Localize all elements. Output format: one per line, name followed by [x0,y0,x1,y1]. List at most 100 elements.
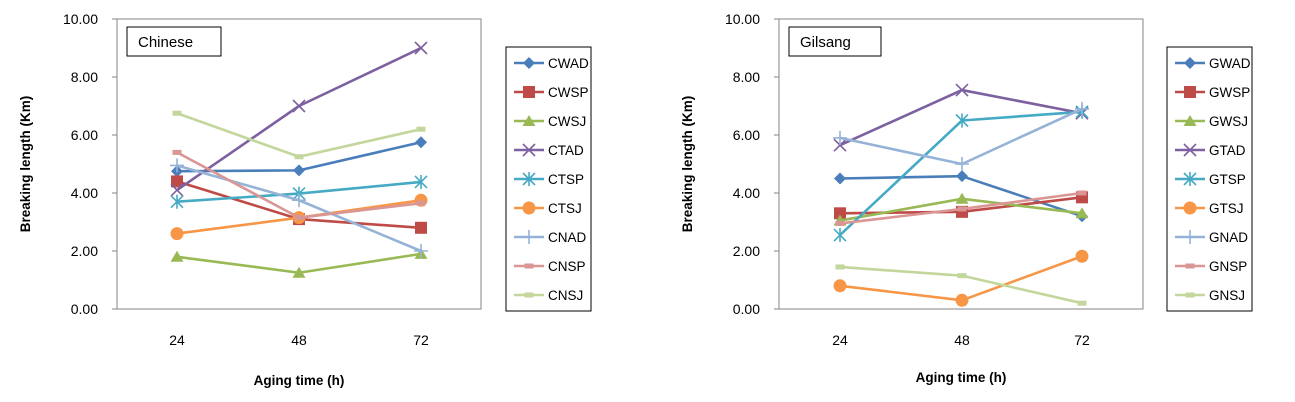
data-point [414,174,428,189]
legend-item-gtad: GTAD [1175,143,1246,158]
legend-item-cwad: CWAD [514,56,589,71]
series-cnsj [172,110,426,160]
data-point [1075,101,1089,116]
legend-label: CNSJ [548,288,583,303]
legend-label: CNAD [548,230,587,245]
legend-label: GWAD [1209,56,1251,71]
series-gnsp [835,190,1087,226]
series-line [839,107,1083,166]
data-point [955,83,969,97]
legend-marker [1183,115,1197,126]
legend-marker [522,230,536,244]
legend-marker [524,292,534,298]
x-tick-label: 24 [169,332,185,348]
legend-marker [1183,201,1197,215]
series-gtsj [833,249,1089,307]
chart-title: Chinese [138,34,193,51]
legend-item-gwsp: GWSP [1175,85,1250,100]
legend-item-gtsj: GTSJ [1175,201,1244,216]
legend-marker [1183,230,1197,244]
legend-item-gnsj: GNSJ [1175,288,1245,303]
legend-item-cnsp: CNSP [514,259,586,274]
data-point [955,157,969,171]
legend-label: GTSJ [1209,201,1244,216]
data-point [292,193,306,208]
data-point [170,194,184,209]
data-point [956,170,968,183]
data-point [1075,207,1089,219]
data-point [172,149,182,155]
series-cnad [170,158,428,258]
chart-title-box [126,26,222,57]
legend-item-ctad: CTAD [514,143,584,158]
legend-item-cnad: CNAD [514,230,587,245]
legend-label: GNSJ [1209,288,1245,303]
legend-item-gtsp: GTSP [1175,172,1246,187]
chart-title-box [788,26,882,57]
data-point [1077,300,1087,306]
legend-label: GWSJ [1209,114,1248,129]
legend-marker [524,263,534,269]
y-tick-label: 2.00 [733,243,760,259]
series-line [839,88,1083,147]
y-axis-title: Breaking length (Km) [680,96,695,233]
data-point [416,126,426,132]
data-point [293,164,305,177]
x-tick-label: 72 [1074,332,1090,348]
legend-label: CTSJ [548,201,582,216]
legend-item-cnsj: CNSJ [514,288,583,303]
x-tick-label: 72 [413,332,429,348]
y-tick-label: 4.00 [71,185,98,201]
legend-label: GTSP [1209,172,1246,187]
legend-label: GTAD [1209,143,1246,158]
series-gnsj [835,264,1087,306]
data-point [292,266,306,278]
data-point [833,279,847,293]
x-axis-title: Aging time (h) [254,373,345,388]
x-tick-label: 48 [954,332,970,348]
data-point [957,273,967,279]
plot-area [778,18,1144,310]
legend-item-ctsj: CTSJ [514,201,582,216]
data-point [957,206,967,212]
legend-marker [523,86,535,98]
data-point [834,172,846,185]
series-ctad [170,41,428,197]
data-point [170,183,184,197]
legend-label: CTSP [548,172,584,187]
series-cwsj [170,247,428,278]
data-point [414,244,428,258]
data-point [415,136,427,149]
plot-area [116,18,482,310]
legend-marker [1184,57,1196,69]
data-point [835,264,845,270]
y-tick-label: 6.00 [733,127,760,143]
y-tick-label: 8.00 [733,69,760,85]
legend-marker [523,57,535,69]
legend-item-cwsp: CWSP [514,85,589,100]
y-tick-label: 10.00 [725,11,760,27]
chart-chinese: 0.00 2.00 4.00 6.00 8.00 10.00 24 48 72 Aging tim… [18,11,592,388]
data-point [170,158,184,173]
data-point [416,200,426,206]
y-axis-title: Breaking length (Km) [18,96,33,233]
legend-marker [1185,292,1195,298]
data-point [172,110,182,116]
series-cnsp [172,149,426,221]
x-axis-title: Aging time (h) [916,370,1007,385]
legend-item-gwsj: GWSJ [1175,114,1248,129]
y-tick-label: 8.00 [71,69,98,85]
y-tick-label: 0.00 [733,301,760,317]
chart-gilsang: 0.00 2.00 4.00 6.00 8.00 10.00 24 48 72 Aging tim… [680,11,1253,385]
legend-label: CWSJ [548,114,586,129]
legend-marker [522,143,536,157]
data-point [1075,249,1089,263]
data-point [170,227,184,241]
data-point [835,220,845,226]
y-tick-label: 0.00 [71,301,98,317]
data-point [955,113,969,128]
legend-item-cwsj: CWSJ [514,114,586,129]
x-tick-label: 48 [291,332,307,348]
y-tick-label: 10.00 [63,11,98,27]
